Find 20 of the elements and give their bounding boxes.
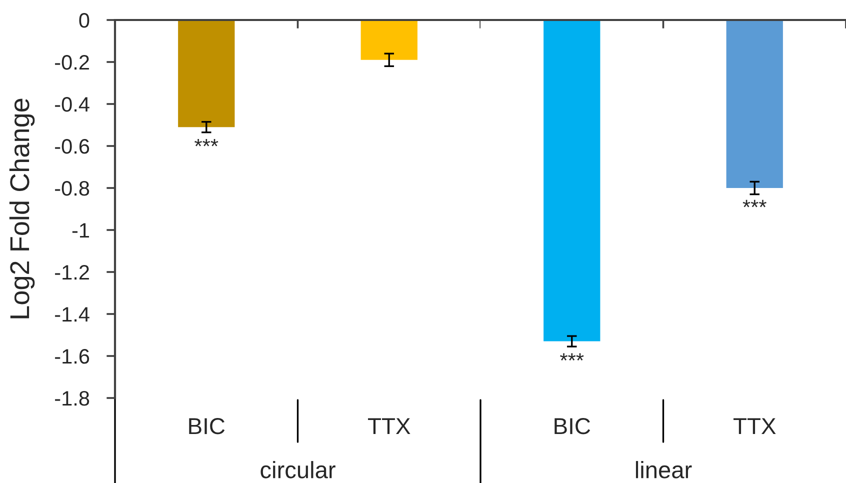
x-tick-label: BIC [554, 418, 590, 434]
x-tick-label: TTX [734, 418, 776, 434]
y-tick-label: -0.6 [55, 139, 90, 154]
annotation: *** [742, 200, 766, 208]
y-tick-label: -1.8 [55, 391, 90, 406]
annotation: *** [194, 138, 218, 146]
x-tick-label: BIC [189, 418, 225, 434]
x-axis-title: circular [260, 461, 336, 478]
y-tick-label: -0.2 [55, 55, 89, 70]
y-tick-label: -0.4 [55, 97, 90, 112]
x-tick-label: TTX [368, 418, 410, 434]
annotation: *** [560, 353, 584, 360]
y-tick-label: -0.8 [55, 181, 90, 196]
y-tick-label: 0 [79, 13, 90, 28]
y-tick-label: -1.4 [55, 307, 90, 322]
y-tick-label: -1 [72, 223, 89, 238]
x-axis-title: linear [636, 461, 692, 478]
y-axis-title: Log2 Fold Change [9, 98, 35, 318]
y-tick-label: -1.2 [55, 265, 89, 280]
y-tick-label: -1.6 [55, 349, 90, 364]
